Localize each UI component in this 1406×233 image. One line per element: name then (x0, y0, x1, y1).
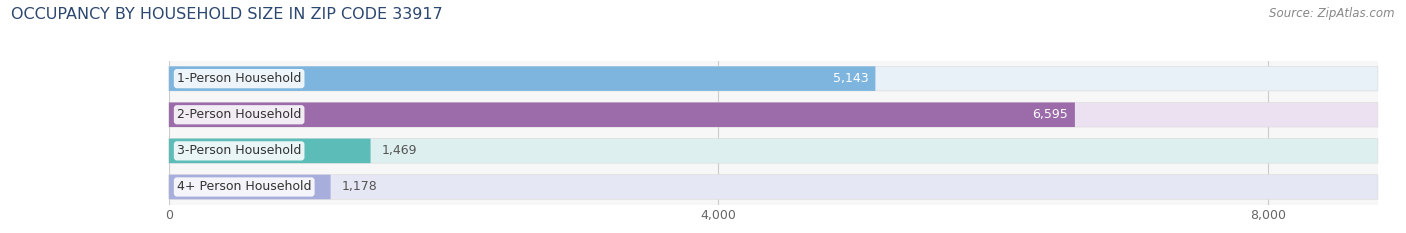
FancyBboxPatch shape (169, 139, 371, 163)
FancyBboxPatch shape (169, 175, 330, 199)
Text: 2-Person Household: 2-Person Household (177, 108, 301, 121)
Text: 1-Person Household: 1-Person Household (177, 72, 301, 85)
Text: 1,178: 1,178 (342, 181, 377, 193)
Text: 6,595: 6,595 (1032, 108, 1069, 121)
Text: 5,143: 5,143 (832, 72, 869, 85)
FancyBboxPatch shape (169, 66, 1378, 91)
FancyBboxPatch shape (169, 103, 1378, 127)
FancyBboxPatch shape (169, 139, 1378, 163)
FancyBboxPatch shape (169, 175, 1378, 199)
FancyBboxPatch shape (169, 103, 1076, 127)
Text: OCCUPANCY BY HOUSEHOLD SIZE IN ZIP CODE 33917: OCCUPANCY BY HOUSEHOLD SIZE IN ZIP CODE … (11, 7, 443, 22)
Text: 1,469: 1,469 (381, 144, 418, 157)
Text: 4+ Person Household: 4+ Person Household (177, 181, 312, 193)
FancyBboxPatch shape (169, 66, 876, 91)
Text: Source: ZipAtlas.com: Source: ZipAtlas.com (1270, 7, 1395, 20)
Text: 3-Person Household: 3-Person Household (177, 144, 301, 157)
